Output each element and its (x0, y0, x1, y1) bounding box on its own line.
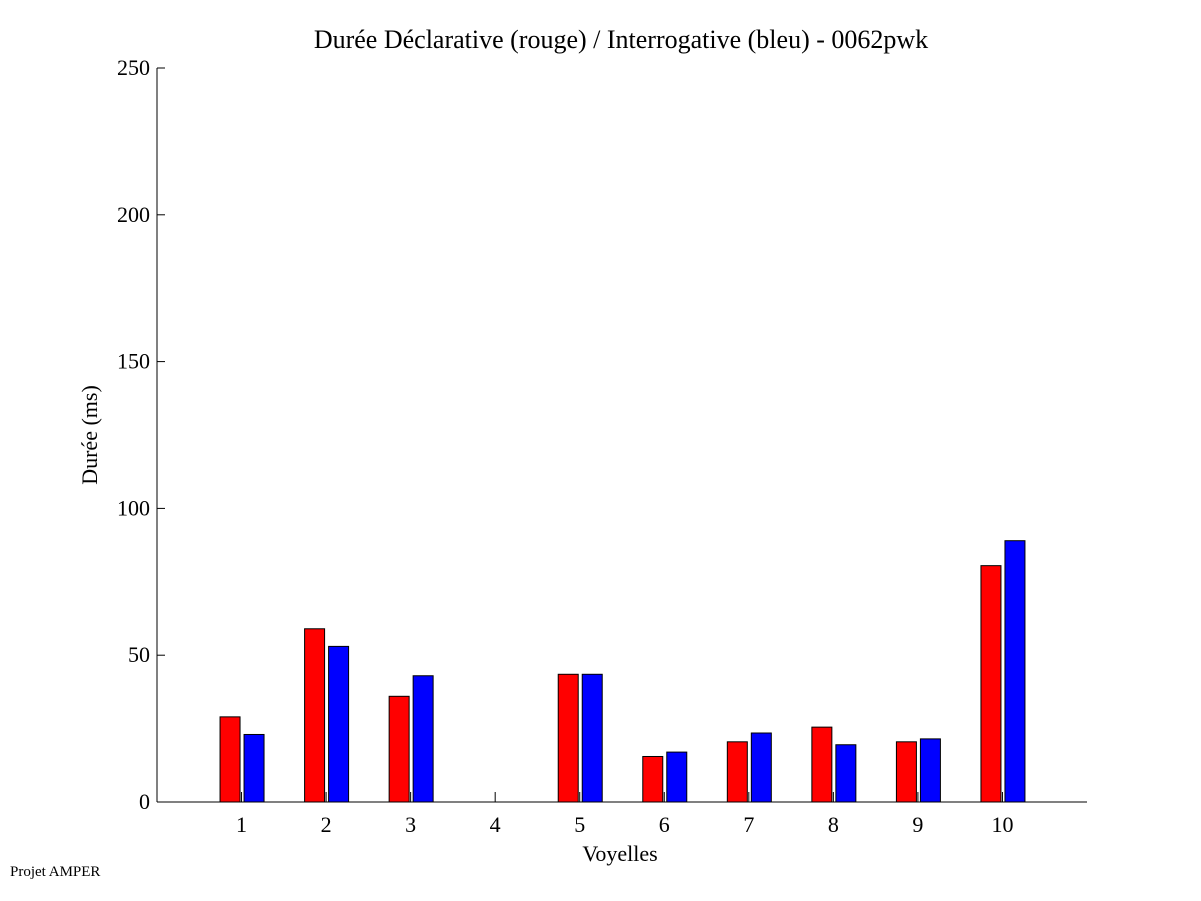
y-tick-label: 50 (128, 642, 150, 667)
x-tick-label: 5 (574, 812, 585, 837)
bar-declarative (219, 716, 241, 803)
x-tick-label: 1 (236, 812, 247, 837)
x-tick-label: 3 (405, 812, 416, 837)
x-axis-label: Voyelles (582, 841, 657, 866)
x-tick-label: 2 (321, 812, 332, 837)
bar-declarative (726, 741, 748, 803)
y-axis-label: Durée (ms) (77, 385, 102, 485)
bar-declarative (304, 628, 326, 803)
bar-interrogative (412, 675, 434, 803)
bar-interrogative (666, 751, 688, 803)
bar-declarative (895, 741, 917, 803)
bar-interrogative (835, 744, 857, 803)
bar-declarative (388, 695, 410, 803)
bar-interrogative (328, 645, 350, 803)
bar-declarative (980, 565, 1002, 803)
y-tick-label: 200 (117, 202, 150, 227)
y-tick-label: 0 (139, 789, 150, 814)
x-tick-label: 7 (743, 812, 754, 837)
bar-declarative (642, 755, 664, 803)
bar-interrogative (1004, 540, 1026, 803)
x-tick-label: 4 (490, 812, 501, 837)
bar-declarative (557, 673, 579, 803)
x-tick-label: 6 (659, 812, 670, 837)
x-tick-label: 10 (991, 812, 1013, 837)
bar-declarative (811, 726, 833, 803)
footer-credit: Projet AMPER (10, 864, 101, 880)
y-tick-label: 100 (117, 495, 150, 520)
y-tick-label: 150 (117, 349, 150, 374)
bar-interrogative (750, 732, 772, 803)
x-tick-label: 8 (828, 812, 839, 837)
bar-interrogative (581, 673, 603, 803)
y-tick-label: 250 (117, 55, 150, 80)
bar-interrogative (919, 738, 941, 803)
chart-title: Durée Déclarative (rouge) / Interrogativ… (314, 25, 928, 54)
bar-interrogative (243, 733, 265, 803)
x-tick-label: 9 (912, 812, 923, 837)
